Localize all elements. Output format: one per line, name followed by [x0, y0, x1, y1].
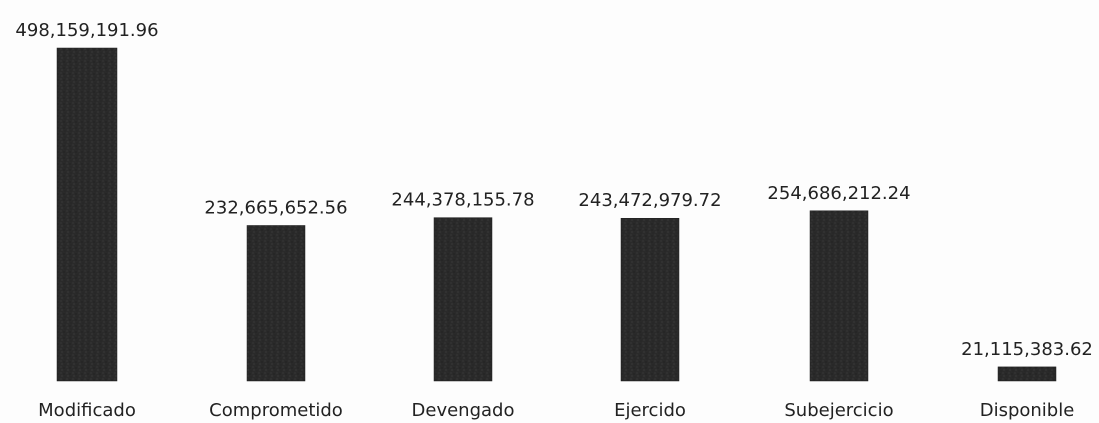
category-label-subejercicio: Subejercicio [784, 400, 893, 421]
data-label-disponible: 21,115,383.62 [961, 339, 1093, 360]
category-label-ejercido: Ejercido [614, 400, 686, 421]
data-label-modificado: 498,159,191.96 [15, 20, 158, 41]
data-label-devengado: 244,378,155.78 [391, 190, 534, 211]
bars-layer [56, 47, 1057, 382]
data-label-comprometido: 232,665,652.56 [204, 197, 347, 218]
bar-subejercicio [809, 210, 869, 382]
data-label-subejercicio: 254,686,212.24 [767, 183, 910, 204]
data-label-ejercido: 243,472,979.72 [578, 190, 721, 211]
category-label-modificado: Modificado [38, 400, 136, 421]
category-label-devengado: Devengado [412, 400, 515, 421]
category-labels-layer: Modificado Comprometido Devengado Ejercido S… [38, 400, 1074, 421]
value-labels-layer: 498,159,191.96 232,665,652.56 244,378,155.… [15, 20, 1092, 360]
bar-comprometido [246, 225, 306, 382]
bar-disponible [997, 366, 1057, 382]
bar-modificado [56, 47, 118, 382]
category-label-comprometido: Comprometido [209, 400, 343, 421]
bar-ejercido [620, 217, 680, 382]
bar-devengado [433, 217, 493, 382]
category-label-disponible: Disponible [980, 400, 1075, 421]
